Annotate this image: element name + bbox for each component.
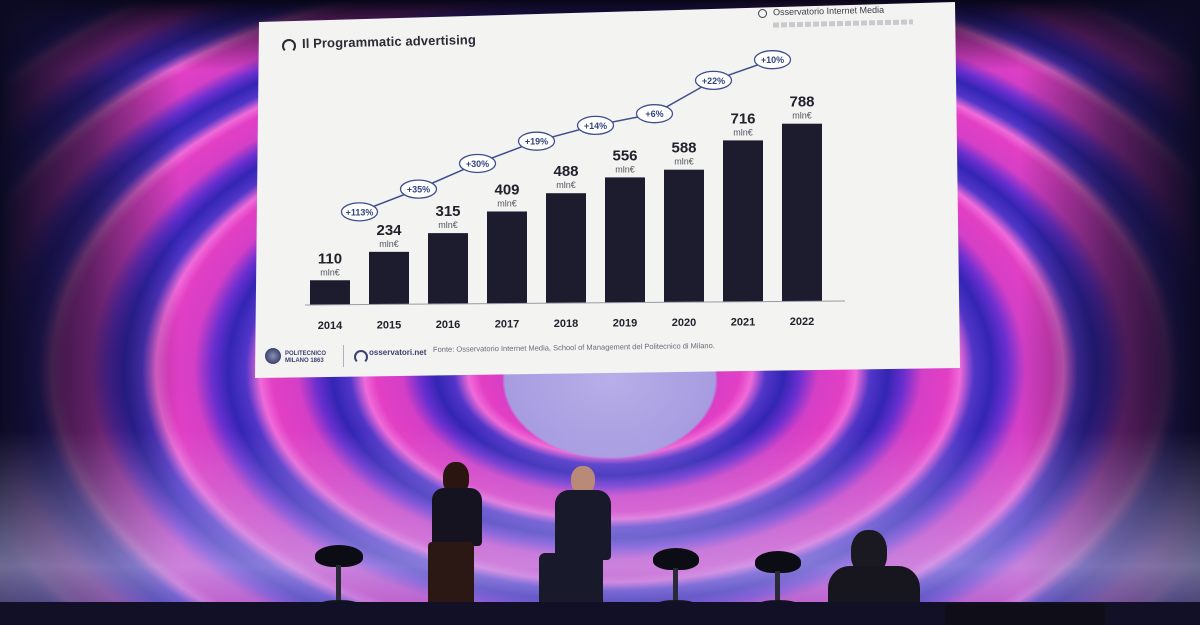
unit-label: mln€ — [438, 220, 458, 230]
speaker-torso — [432, 488, 482, 546]
growth-bubble — [458, 153, 497, 174]
bar-2022 — [782, 123, 822, 301]
unit-label: mln€ — [733, 127, 753, 137]
value-label: 716 — [730, 110, 755, 127]
growth-label: +14% — [584, 121, 607, 131]
unit-label: mln€ — [556, 180, 576, 190]
category-label: 2014 — [318, 320, 343, 332]
bar-2021 — [723, 140, 763, 302]
osservatori-logo-text: osservatori.net — [369, 348, 427, 357]
unit-label: mln€ — [615, 164, 635, 174]
bar-chart: +113%+35%+30%+19%+14%+6%+22%+10% 110mln€… — [304, 50, 846, 332]
bars-layer — [310, 123, 822, 305]
politecnico-logo-icon — [265, 348, 281, 364]
bar-2020 — [664, 169, 704, 302]
growth-bubble — [340, 202, 379, 222]
growth-label: +30% — [466, 159, 489, 169]
politecnico-name: POLITECNICO — [285, 351, 327, 357]
growth-label: +10% — [761, 55, 784, 65]
projection-screen: Il Programmatic advertising Osservatorio… — [255, 2, 960, 378]
bar-2016 — [428, 233, 468, 304]
category-label: 2020 — [672, 317, 696, 329]
stool-seat — [315, 545, 363, 567]
unit-label: mln€ — [497, 198, 517, 208]
stool-seat — [653, 548, 699, 570]
politecnico-sub: MILANO 1863 — [285, 358, 324, 364]
value-label: 234 — [376, 222, 402, 239]
value-label: 488 — [553, 163, 578, 180]
growth-label: +19% — [525, 137, 548, 147]
growth-bubble — [399, 179, 438, 199]
osservatori-logo-icon — [354, 350, 368, 364]
growth-label: +35% — [407, 185, 430, 195]
speaker-head — [571, 466, 595, 494]
osservatorio-logo-icon — [758, 9, 767, 18]
unit-label: mln€ — [379, 239, 399, 249]
stage-floor — [0, 602, 1200, 625]
category-label: 2021 — [731, 317, 755, 329]
politecnico-logo-text: POLITECNICO MILANO 1863 — [285, 351, 326, 365]
growth-bubble — [694, 70, 733, 91]
labels-layer: 110mln€2014234mln€2015315mln€2016409mln€… — [318, 94, 815, 332]
stool-pole — [336, 565, 341, 605]
value-label: 556 — [612, 147, 637, 164]
stage-monitor — [945, 604, 1105, 625]
category-label: 2016 — [436, 319, 460, 331]
speaker-torso — [555, 490, 611, 560]
value-label: 588 — [671, 140, 696, 157]
speaker-legs — [539, 553, 603, 608]
category-label: 2015 — [377, 320, 401, 332]
value-label: 409 — [494, 181, 519, 198]
value-label: 315 — [435, 203, 460, 220]
bar-2015 — [369, 251, 409, 305]
growth-label: +6% — [645, 109, 663, 119]
growth-label: +22% — [702, 76, 725, 86]
category-label: 2018 — [554, 318, 578, 330]
stool-pole — [775, 571, 780, 605]
value-label: 110 — [318, 250, 342, 267]
logo-divider — [343, 345, 344, 367]
bar-2018 — [546, 193, 586, 303]
magnifier-icon — [282, 39, 296, 53]
growth-bubble — [635, 104, 674, 124]
bar-2017 — [487, 211, 527, 304]
unit-label: mln€ — [674, 157, 694, 167]
speaker-legs — [428, 542, 474, 608]
stool-seat — [755, 551, 801, 573]
unit-label: mln€ — [320, 267, 340, 277]
growth-bubble — [576, 115, 615, 136]
unit-label: mln€ — [792, 111, 812, 121]
bar-2019 — [605, 177, 645, 303]
bar-2014 — [310, 280, 350, 305]
category-label: 2022 — [790, 316, 814, 328]
stool-pole — [673, 568, 678, 605]
category-label: 2019 — [613, 318, 637, 330]
growth-bubble — [517, 131, 556, 151]
value-label: 788 — [789, 94, 814, 111]
growth-line-layer: +113% +35% +30% +19% +14% +6% +22% +10% — [340, 50, 792, 222]
growth-bubble — [753, 50, 792, 70]
x-axis-baseline — [304, 300, 846, 306]
category-label: 2017 — [495, 319, 519, 331]
growth-label: +113% — [346, 207, 374, 217]
